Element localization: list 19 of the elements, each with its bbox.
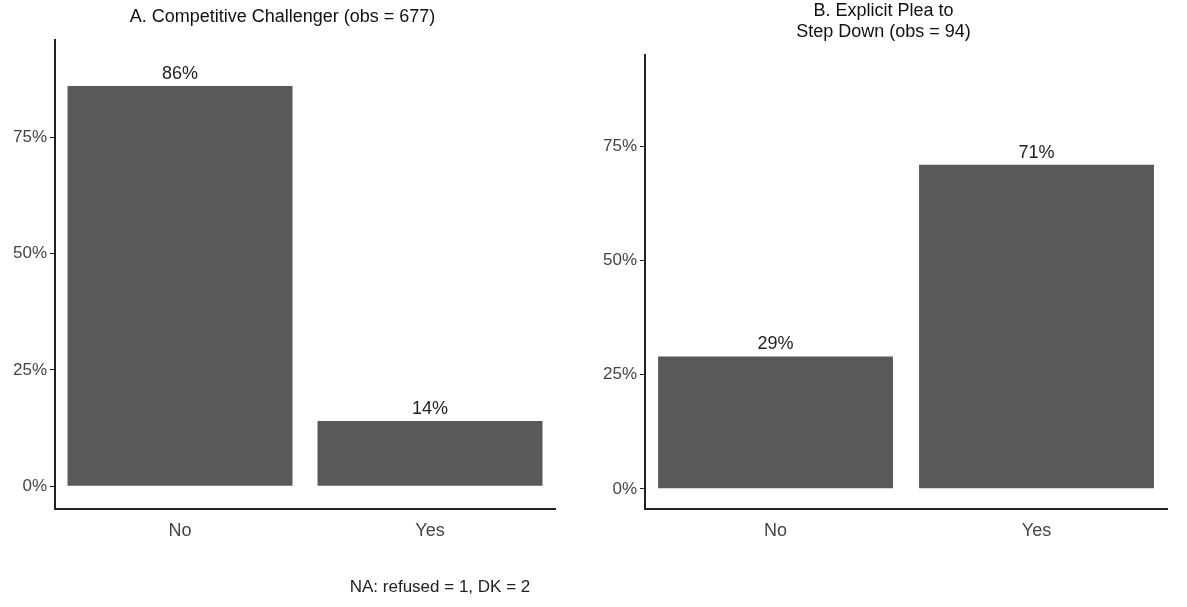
x-tick-label: Yes bbox=[415, 520, 445, 541]
chart-title: B. Explicit Plea to Step Down (obs = 94) bbox=[796, 0, 971, 42]
data-label: 14% bbox=[411, 397, 449, 418]
y-tick-label: 75% bbox=[12, 126, 48, 146]
y-tick-label: 0% bbox=[612, 478, 638, 498]
y-tick-label: 0% bbox=[22, 475, 48, 495]
x-tick-label: Yes bbox=[1021, 520, 1052, 541]
y-tick-label: 25% bbox=[602, 364, 638, 384]
data-label: 29% bbox=[757, 333, 794, 354]
y-tick-label: 25% bbox=[12, 359, 48, 379]
data-label: 71% bbox=[1018, 141, 1055, 162]
x-tick-label: No bbox=[764, 520, 788, 541]
text: NA: refused = 1, DK = 2 bbox=[348, 577, 532, 597]
y-tick-label: 50% bbox=[12, 243, 48, 263]
data-label: 86% bbox=[162, 63, 199, 84]
chart-title: A. Competitive Challenger (obs = 677) bbox=[129, 5, 436, 26]
x-tick-label: No bbox=[168, 520, 192, 541]
y-tick-label: 50% bbox=[602, 250, 638, 270]
y-tick-label: 75% bbox=[602, 136, 638, 156]
